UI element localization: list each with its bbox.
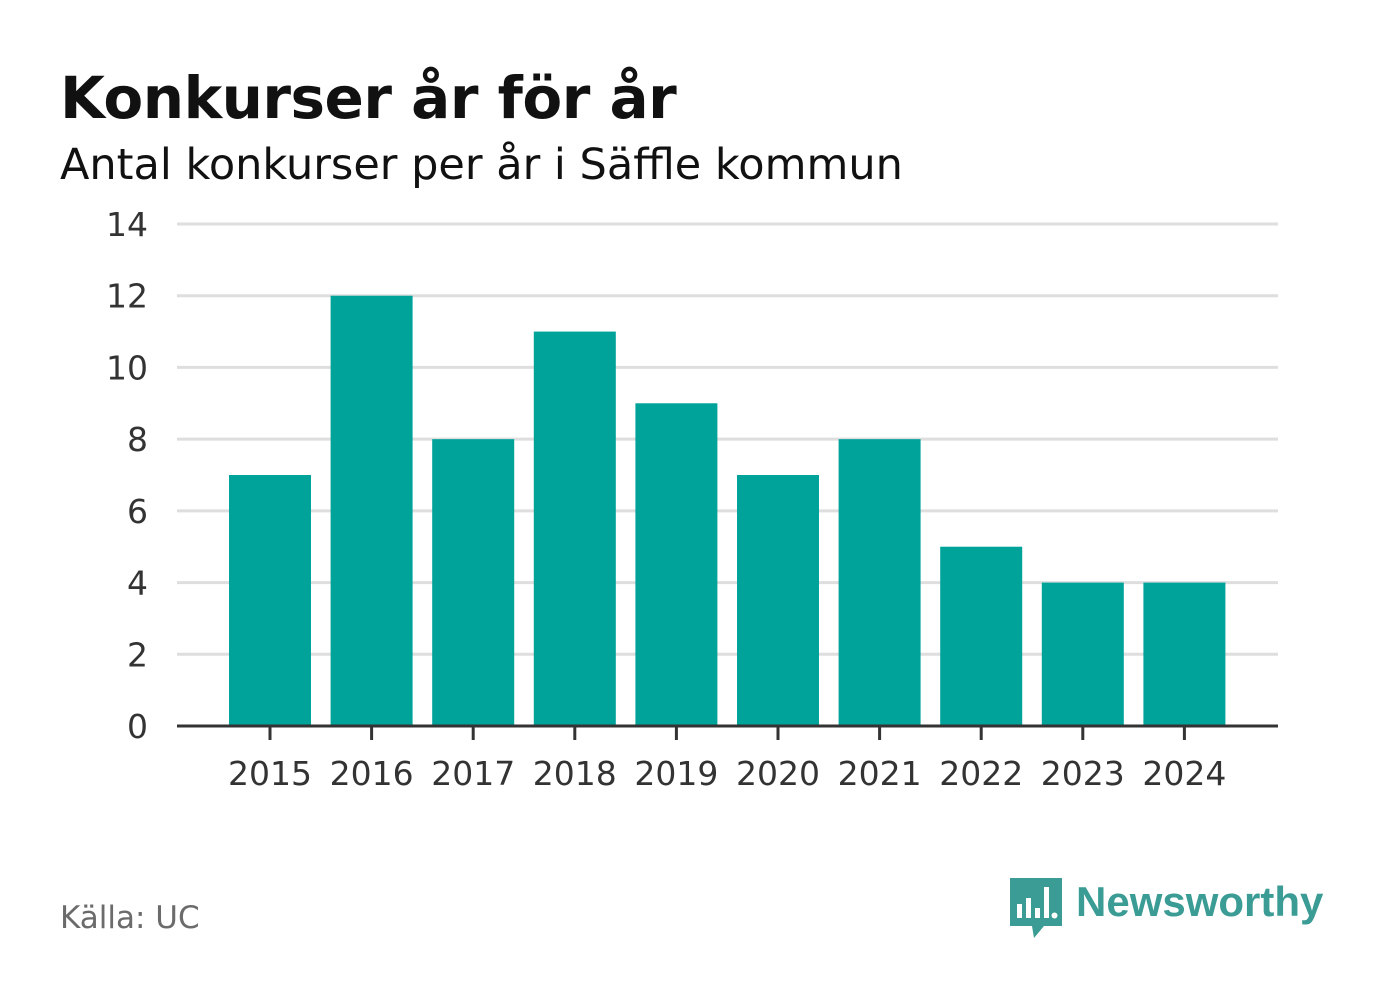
y-tick-label: 14 [106,205,148,244]
x-tick-label: 2020 [736,754,820,793]
bar-2015 [229,475,311,726]
bar-2018 [533,331,616,726]
bar-2024 [1143,582,1226,726]
y-tick-label: 4 [127,564,148,603]
x-tick-label: 2023 [1041,754,1125,793]
bar-2017 [432,439,515,726]
x-tick-label: 2018 [533,754,617,793]
chart-subtitle: Antal konkurser per år i Säffle kommun [60,140,903,190]
x-tick-label: 2021 [838,754,922,793]
brand-logo: Newsworthy [1010,878,1323,940]
bar-2020 [737,475,819,726]
bar-2016 [330,295,413,726]
bars [229,295,1226,726]
bar-2022 [940,546,1023,726]
y-tick-label: 6 [127,492,148,531]
x-tick-label: 2024 [1142,754,1226,793]
y-tick-label: 0 [127,707,148,746]
y-tick-label: 2 [127,635,148,674]
chart-title: Konkurser år för år [60,64,677,132]
bar-2023 [1041,582,1124,726]
bar-2019 [635,403,718,726]
newsworthy-logo-icon [1010,878,1062,938]
x-tick-label: 2019 [634,754,718,793]
x-tick-label: 2022 [939,754,1023,793]
y-tick-label: 10 [106,348,148,387]
x-tick-label: 2016 [330,754,414,793]
brand-name: Newsworthy [1076,878,1324,925]
x-tick-label: 2015 [228,754,312,793]
y-tick-label: 8 [127,420,148,459]
y-tick-label: 12 [106,277,148,316]
source-note: Källa: UC [60,900,200,936]
axes: 0 2 4 6 8 10 12 14 2015 2016 2017 2018 2019 2020 2021 2… [106,205,1278,793]
bar-2021 [838,439,921,726]
x-tick-label: 2017 [431,754,515,793]
